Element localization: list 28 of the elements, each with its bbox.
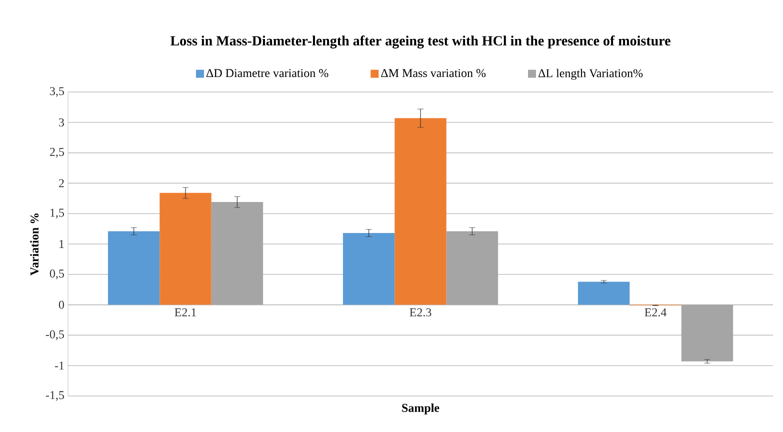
bar	[446, 231, 498, 305]
y-tick-label: -1,5	[46, 391, 64, 401]
bar	[578, 282, 630, 305]
legend-label: ΔL length Variation%	[538, 68, 643, 80]
y-tick-label: 3	[59, 118, 64, 126]
y-tick-label: 1	[60, 240, 64, 248]
y-tick-label: 0,5	[50, 269, 64, 280]
legend-label: ΔM Mass variation %	[381, 69, 486, 78]
x-axis-title: Sample	[402, 404, 440, 414]
y-tick-label: 2,5	[50, 148, 64, 158]
bar	[211, 202, 264, 305]
y-tick-label: 0	[58, 300, 64, 309]
y-tick-label: 2	[59, 179, 64, 188]
bar	[160, 192, 212, 305]
y-tick-label: 3,5	[50, 87, 64, 97]
y-tick-label: -1	[54, 362, 64, 370]
y-tick-label: -0,5	[46, 330, 64, 340]
bar	[342, 233, 395, 305]
x-tick-label: E2.3	[410, 308, 432, 316]
legend-label: ΔD Diametre variation %	[206, 69, 328, 78]
x-tick-label: E2.1	[174, 308, 196, 316]
bar	[681, 304, 734, 362]
bar	[394, 118, 446, 305]
x-tick-label: E2.4	[644, 308, 666, 316]
y-axis-title: Variation %	[30, 214, 39, 276]
chart-title: Loss in Mass-Diameter-length after ageing test with HCl in the presence of moisture	[170, 36, 670, 48]
bar	[108, 231, 160, 305]
y-tick-label: 1,5	[50, 208, 64, 218]
